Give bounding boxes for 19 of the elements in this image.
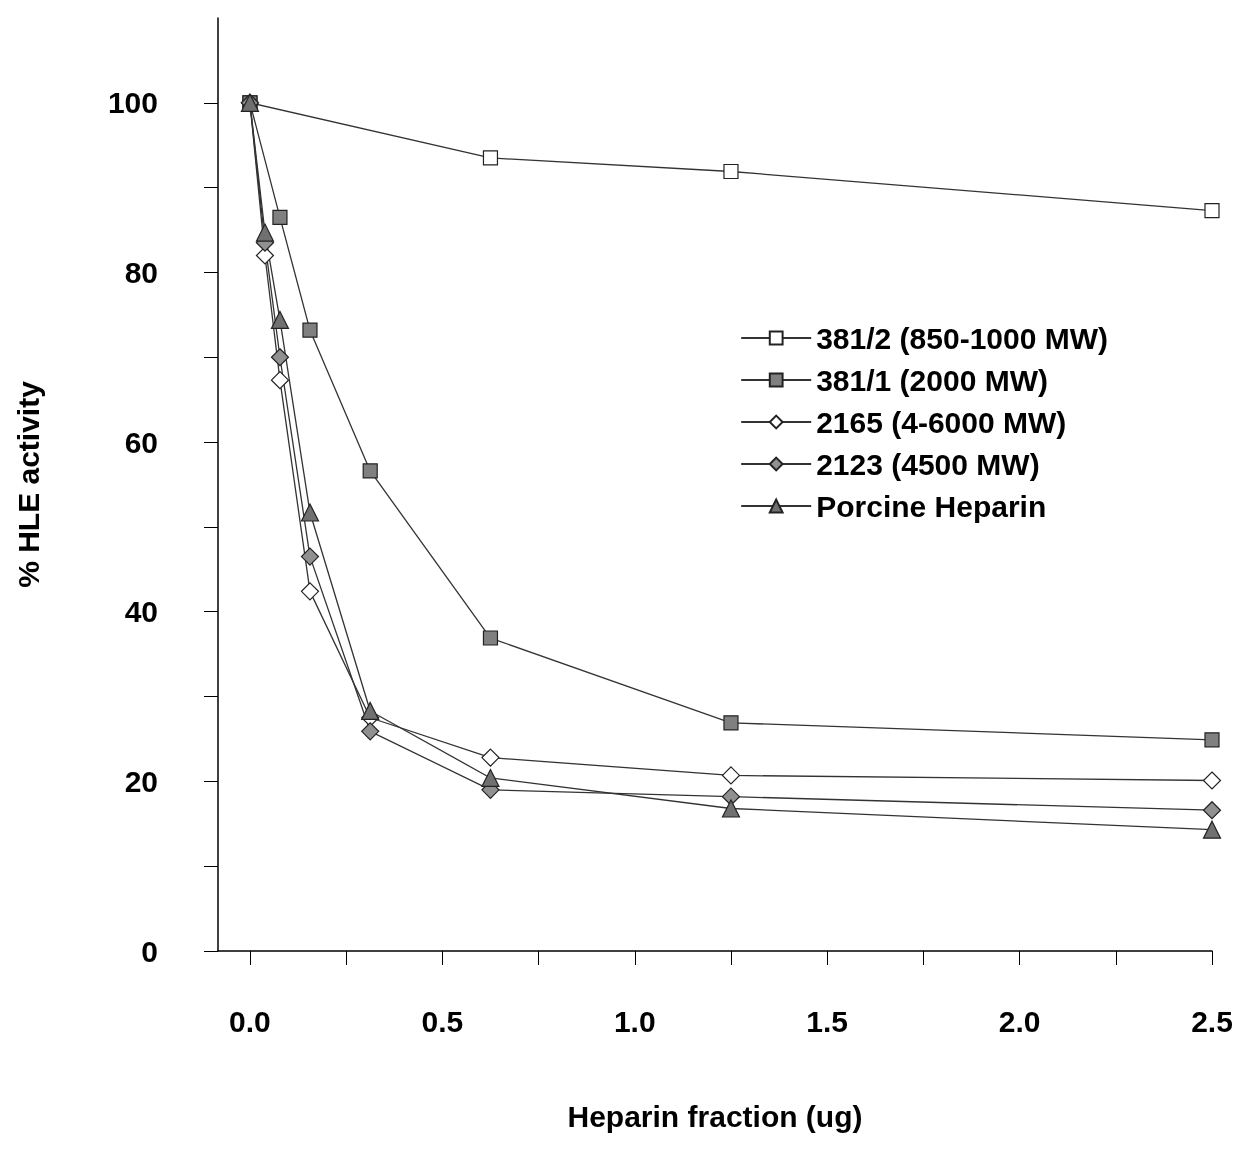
y-axis-title: % HLE activity bbox=[11, 380, 45, 588]
y-tick-label: 20 bbox=[124, 764, 158, 798]
legend-label: Porcine Heparin bbox=[816, 489, 1047, 523]
x-tick-label: 1.5 bbox=[806, 1004, 849, 1038]
y-tick-label: 60 bbox=[124, 425, 158, 459]
y-tick-label: 0 bbox=[141, 934, 158, 968]
y-tick-label: 40 bbox=[124, 595, 158, 629]
x-tick-label: 0.5 bbox=[421, 1004, 464, 1038]
legend-label: 2165 (4-6000 MW) bbox=[816, 405, 1067, 439]
y-tick-label: 100 bbox=[107, 86, 158, 120]
x-tick-label: 0.0 bbox=[229, 1004, 271, 1038]
x-tick-label: 2.0 bbox=[998, 1004, 1041, 1038]
legend-label: 381/1 (2000 MW) bbox=[816, 363, 1048, 397]
legend-label: 381/2 (850-1000 MW) bbox=[816, 321, 1108, 355]
x-tick-label: 1.0 bbox=[613, 1004, 656, 1038]
x-axis-title: Heparin fraction (ug) bbox=[567, 1099, 863, 1133]
x-tick-label: 2.5 bbox=[1191, 1004, 1233, 1038]
legend-label: 2123 (4500 MW) bbox=[816, 447, 1040, 481]
y-tick-label: 80 bbox=[124, 255, 158, 289]
